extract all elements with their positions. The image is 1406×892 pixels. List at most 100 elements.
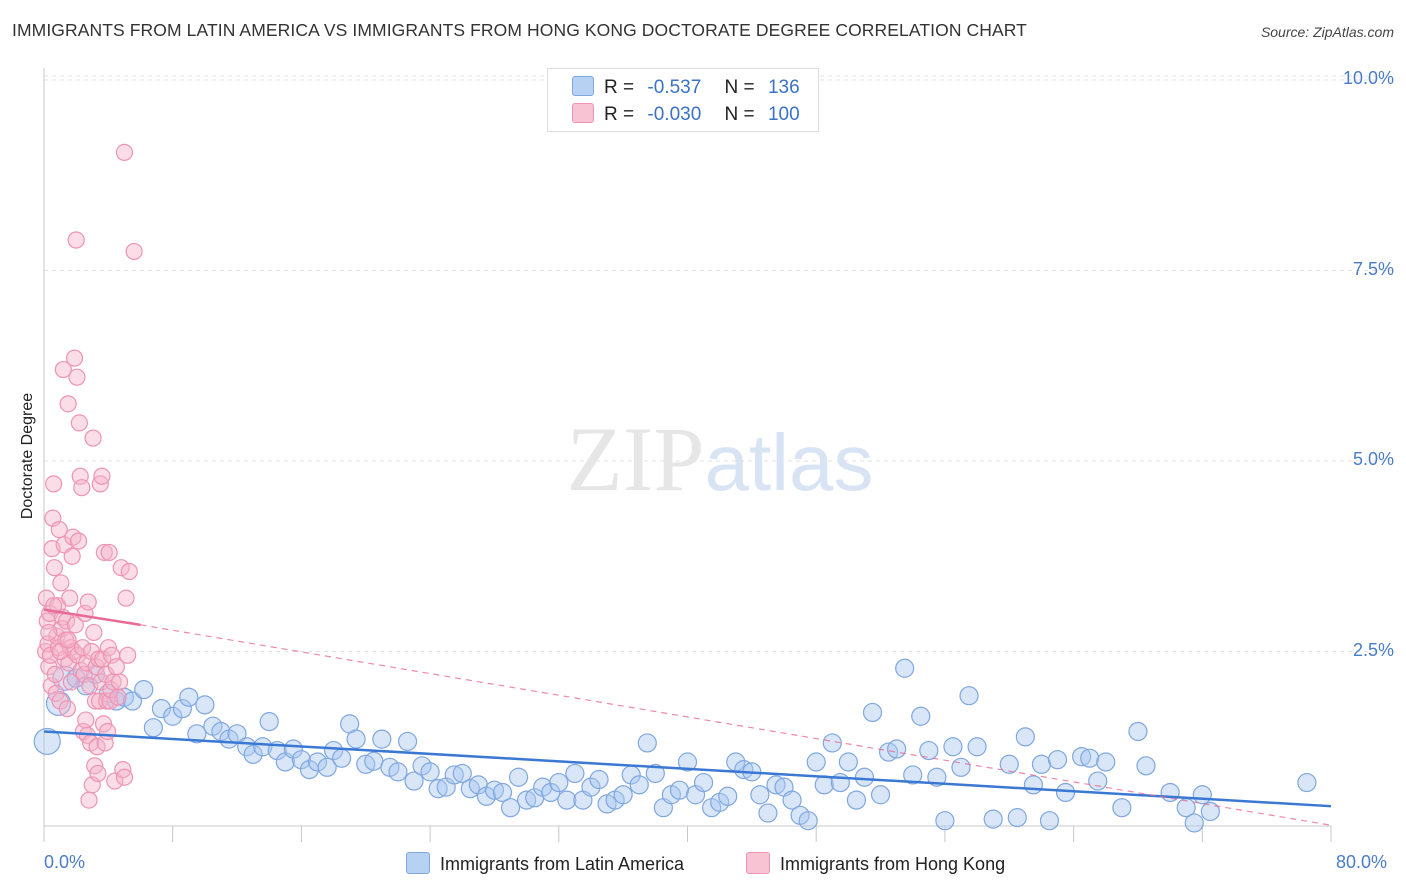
grid-lines bbox=[44, 75, 1392, 652]
point-latin-america bbox=[1055, 782, 1076, 803]
point-latin-america bbox=[143, 718, 163, 738]
point-latin-america bbox=[967, 737, 987, 757]
point-latin-america bbox=[1192, 785, 1212, 805]
point-latin-america bbox=[1200, 801, 1220, 822]
point-latin-america bbox=[814, 775, 834, 795]
point-latin-america bbox=[307, 752, 328, 772]
point-latin-america bbox=[122, 691, 143, 711]
point-latin-america bbox=[782, 790, 802, 810]
watermark: ZIPatlas bbox=[567, 408, 874, 510]
point-hong-kong bbox=[95, 543, 113, 562]
point-latin-america bbox=[346, 729, 366, 749]
point-latin-america bbox=[404, 771, 424, 791]
point-latin-america bbox=[943, 737, 963, 757]
point-latin-america bbox=[323, 740, 344, 761]
point-latin-america bbox=[629, 775, 649, 795]
point-latin-america bbox=[1015, 727, 1035, 747]
point-latin-america bbox=[211, 721, 231, 742]
point-hong-kong bbox=[65, 349, 84, 367]
point-latin-america bbox=[758, 803, 778, 823]
point-latin-america bbox=[613, 785, 633, 805]
point-latin-america bbox=[1136, 756, 1156, 776]
point-latin-america bbox=[172, 699, 192, 719]
point-latin-america bbox=[253, 737, 273, 757]
point-latin-america bbox=[959, 686, 979, 706]
point-latin-america bbox=[822, 733, 842, 753]
point-latin-america bbox=[541, 782, 561, 803]
point-latin-america bbox=[1184, 813, 1204, 833]
point-hong-kong bbox=[67, 231, 85, 249]
bottom-legend-swatch-pink bbox=[746, 852, 770, 874]
legend: R = -0.537 N = 136 R = -0.030 N = 100 bbox=[547, 68, 819, 132]
source-credit: Source: ZipAtlas.com bbox=[1260, 24, 1394, 40]
point-latin-america bbox=[259, 712, 279, 732]
point-latin-america bbox=[846, 790, 867, 810]
point-hong-kong bbox=[77, 711, 95, 729]
y-tick-label-2: 7.5% bbox=[1352, 258, 1394, 279]
point-hong-kong bbox=[63, 547, 81, 565]
point-latin-america bbox=[317, 757, 337, 777]
point-hong-kong bbox=[58, 700, 76, 718]
point-latin-america bbox=[444, 765, 464, 785]
point-hong-kong bbox=[119, 646, 137, 664]
point-latin-america bbox=[1023, 775, 1043, 795]
point-latin-america bbox=[838, 752, 858, 772]
point-latin-america bbox=[508, 767, 529, 787]
legend-r-value-blue: -0.537 bbox=[647, 77, 702, 98]
point-latin-america bbox=[1128, 721, 1148, 742]
point-latin-america bbox=[549, 772, 569, 793]
trend-line-latin-america bbox=[43, 730, 1332, 808]
point-hong-kong bbox=[79, 593, 97, 611]
point-latin-america bbox=[1112, 798, 1132, 818]
y-tick-label-3: 10.0% bbox=[1342, 68, 1394, 88]
legend-row-hong-kong: R = -0.030 N = 100 bbox=[572, 103, 800, 125]
point-latin-america bbox=[911, 706, 931, 726]
point-latin-america bbox=[935, 811, 955, 831]
point-latin-america bbox=[903, 765, 923, 785]
point-latin-america bbox=[718, 786, 738, 806]
point-hong-kong bbox=[120, 562, 138, 581]
point-latin-america bbox=[420, 762, 440, 782]
point-hong-kong bbox=[115, 768, 134, 786]
point-latin-america bbox=[1297, 772, 1317, 793]
point-latin-america bbox=[500, 798, 521, 818]
point-latin-america bbox=[1096, 752, 1116, 772]
series-latin-america bbox=[33, 658, 1317, 833]
x-tick-label-min: 0.0% bbox=[44, 852, 86, 872]
point-hong-kong bbox=[59, 395, 77, 413]
point-latin-america bbox=[187, 724, 207, 744]
point-latin-america bbox=[372, 729, 392, 749]
point-hong-kong bbox=[73, 479, 91, 497]
point-hong-kong bbox=[85, 623, 103, 642]
point-latin-america bbox=[484, 780, 505, 800]
point-latin-america bbox=[750, 785, 770, 805]
point-latin-america bbox=[332, 748, 352, 768]
point-latin-america bbox=[1072, 747, 1092, 767]
trend-line-hong-kong-extension bbox=[140, 624, 1332, 826]
point-hong-kong bbox=[50, 520, 68, 539]
point-hong-kong bbox=[98, 722, 117, 741]
point-latin-america bbox=[151, 699, 172, 719]
point-latin-america bbox=[927, 767, 947, 787]
point-latin-america bbox=[1039, 811, 1060, 831]
point-hong-kong bbox=[117, 589, 135, 607]
point-latin-america bbox=[983, 809, 1003, 829]
point-hong-kong bbox=[40, 623, 58, 642]
point-hong-kong bbox=[61, 589, 79, 607]
point-latin-america bbox=[452, 763, 472, 784]
point-hong-kong bbox=[62, 673, 80, 691]
point-latin-america bbox=[637, 733, 657, 753]
y-tick-label-1: 5.0% bbox=[1352, 449, 1394, 469]
point-hong-kong bbox=[46, 665, 64, 683]
point-latin-america bbox=[1088, 771, 1108, 791]
point-latin-america bbox=[669, 780, 690, 800]
point-hong-kong bbox=[69, 532, 88, 550]
point-hong-kong bbox=[89, 764, 107, 783]
point-latin-america bbox=[766, 775, 786, 795]
point-latin-america bbox=[517, 790, 537, 810]
point-latin-america bbox=[895, 658, 915, 678]
point-latin-america bbox=[589, 769, 609, 790]
point-latin-america bbox=[397, 731, 418, 752]
legend-r-value-pink: -0.030 bbox=[647, 104, 702, 125]
